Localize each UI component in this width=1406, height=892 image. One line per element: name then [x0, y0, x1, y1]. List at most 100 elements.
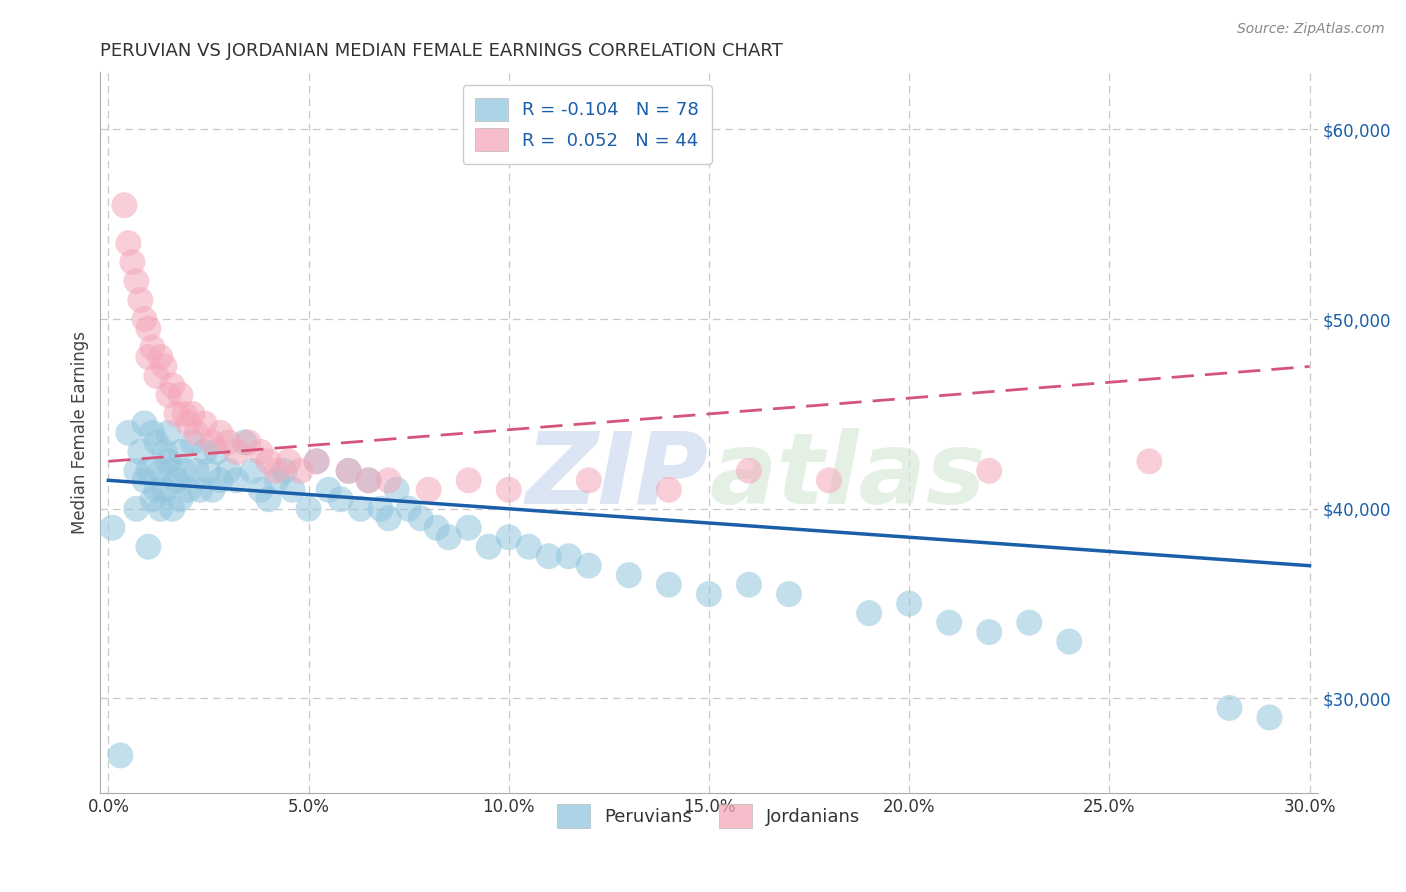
Point — [349, 501, 371, 516]
Point — [979, 625, 1001, 640]
Point — [249, 445, 271, 459]
Point — [578, 558, 600, 573]
Point — [129, 293, 152, 307]
Point — [517, 540, 540, 554]
Point — [238, 435, 260, 450]
Point — [181, 435, 204, 450]
Point — [153, 445, 176, 459]
Point — [162, 464, 184, 478]
Point — [233, 435, 256, 450]
Point — [266, 473, 288, 487]
Point — [938, 615, 960, 630]
Point — [558, 549, 581, 564]
Point — [409, 511, 432, 525]
Point — [305, 454, 328, 468]
Point — [617, 568, 640, 582]
Point — [377, 473, 399, 487]
Point — [209, 425, 232, 440]
Point — [457, 521, 479, 535]
Point — [173, 464, 195, 478]
Point — [138, 540, 160, 554]
Point — [385, 483, 408, 497]
Point — [134, 417, 156, 431]
Point — [209, 473, 232, 487]
Point — [145, 483, 167, 497]
Point — [357, 473, 380, 487]
Point — [257, 454, 280, 468]
Point — [138, 350, 160, 364]
Point — [457, 473, 479, 487]
Point — [858, 606, 880, 620]
Point — [697, 587, 720, 601]
Point — [377, 511, 399, 525]
Point — [1258, 710, 1281, 724]
Point — [1059, 634, 1081, 648]
Point — [117, 425, 139, 440]
Text: PERUVIAN VS JORDANIAN MEDIAN FEMALE EARNINGS CORRELATION CHART: PERUVIAN VS JORDANIAN MEDIAN FEMALE EARN… — [100, 42, 783, 60]
Point — [141, 425, 163, 440]
Point — [478, 540, 501, 554]
Point — [205, 445, 228, 459]
Point — [134, 312, 156, 326]
Point — [190, 483, 212, 497]
Point — [197, 464, 219, 478]
Point — [266, 464, 288, 478]
Point — [101, 521, 124, 535]
Point — [149, 464, 172, 478]
Point — [357, 473, 380, 487]
Point — [153, 483, 176, 497]
Point — [498, 483, 520, 497]
Point — [437, 530, 460, 544]
Point — [738, 577, 761, 591]
Point — [193, 445, 215, 459]
Point — [138, 464, 160, 478]
Point — [537, 549, 560, 564]
Point — [1018, 615, 1040, 630]
Point — [141, 492, 163, 507]
Point — [418, 483, 440, 497]
Point — [181, 407, 204, 421]
Point — [157, 454, 180, 468]
Point — [186, 425, 208, 440]
Point — [149, 350, 172, 364]
Text: ZIP: ZIP — [526, 427, 709, 524]
Point — [125, 501, 148, 516]
Point — [249, 483, 271, 497]
Point — [145, 368, 167, 383]
Point — [201, 435, 224, 450]
Point — [738, 464, 761, 478]
Point — [138, 321, 160, 335]
Point — [1218, 701, 1240, 715]
Point — [225, 473, 247, 487]
Point — [162, 501, 184, 516]
Point — [153, 359, 176, 374]
Point — [318, 483, 340, 497]
Legend: Peruvians, Jordanians: Peruvians, Jordanians — [550, 797, 868, 835]
Point — [121, 255, 143, 269]
Point — [370, 501, 392, 516]
Point — [169, 445, 191, 459]
Point — [193, 417, 215, 431]
Point — [201, 483, 224, 497]
Text: atlas: atlas — [709, 427, 986, 524]
Point — [186, 464, 208, 478]
Text: Source: ZipAtlas.com: Source: ZipAtlas.com — [1237, 22, 1385, 37]
Point — [125, 464, 148, 478]
Point — [778, 587, 800, 601]
Point — [898, 597, 921, 611]
Point — [498, 530, 520, 544]
Point — [157, 425, 180, 440]
Point — [169, 492, 191, 507]
Point — [281, 483, 304, 497]
Point — [117, 236, 139, 251]
Point — [110, 748, 132, 763]
Point — [337, 464, 360, 478]
Point — [329, 492, 352, 507]
Point — [658, 483, 681, 497]
Point — [125, 274, 148, 288]
Point — [337, 464, 360, 478]
Point — [177, 417, 200, 431]
Point — [818, 473, 841, 487]
Point — [217, 435, 239, 450]
Point — [112, 198, 135, 212]
